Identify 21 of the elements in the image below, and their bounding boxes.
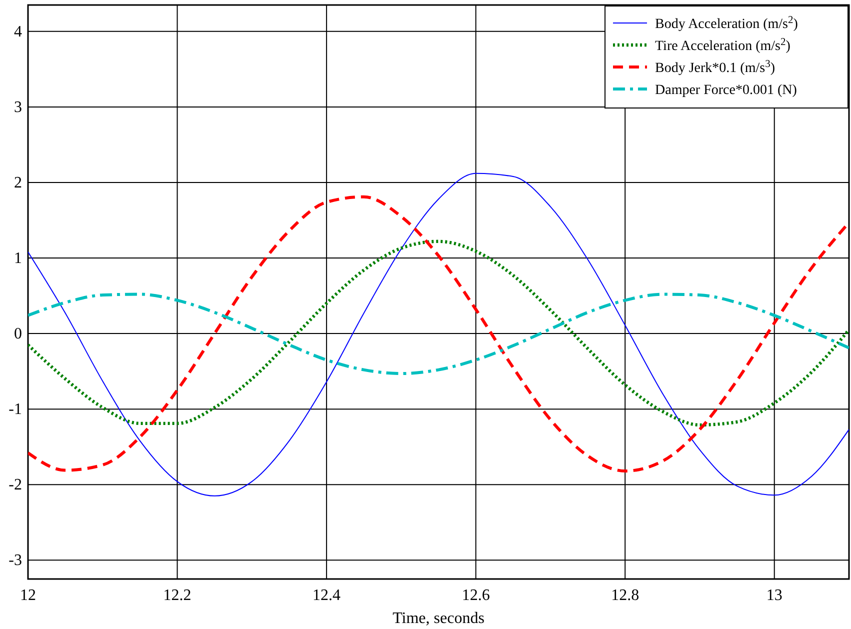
x-tick-label: 12.2: [163, 587, 192, 604]
y-tick-label: 2: [14, 174, 22, 192]
legend-label: Damper Force*0.001 (N): [655, 83, 798, 98]
x-tick-label: 12.8: [611, 587, 640, 604]
x-tick-label: 13: [766, 587, 782, 604]
legend-label: Body Acceleration (m/s$^{2}$): [655, 14, 798, 32]
y-tick-label: 3: [14, 98, 22, 116]
y-tick-label: 0: [14, 326, 22, 343]
y-tick-label: 1: [14, 250, 22, 268]
y-tick-label: -2: [8, 476, 22, 494]
line-series: [28, 292, 849, 376]
line-series: [28, 240, 849, 427]
y-tick-label: -3: [8, 552, 22, 570]
x-tick-label: 12: [20, 587, 36, 604]
legend-label: Body Jerk*0.1 (m/s$^{3}$): [655, 58, 776, 76]
x-tick-label: 12.4: [312, 587, 341, 604]
x-axis-title: Time, seconds: [392, 610, 484, 627]
y-tick-label: -1: [8, 401, 22, 418]
y-tick-label: 4: [14, 23, 22, 40]
legend-label: Tire Acceleration (m/s$^{2}$): [655, 36, 791, 54]
x-tick-label: 12.6: [462, 587, 490, 604]
